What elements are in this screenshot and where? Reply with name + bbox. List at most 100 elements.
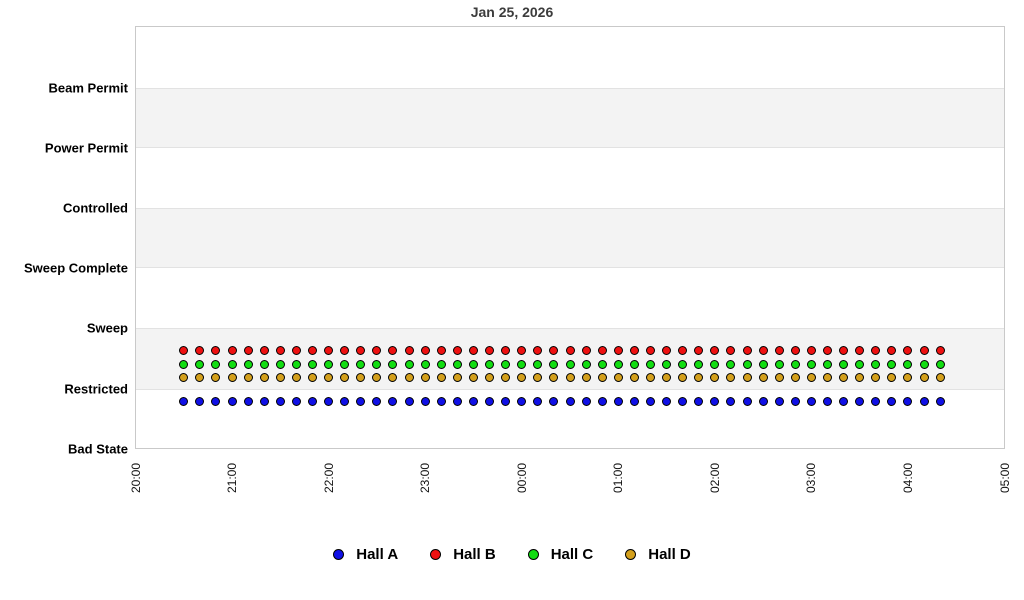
data-point-hall-d (887, 373, 897, 383)
data-point-hall-d (613, 373, 623, 383)
x-axis-label-20-00: 20:00 (128, 462, 143, 493)
data-point-hall-a (613, 397, 623, 407)
grid-band (136, 88, 1004, 148)
y-axis-label-bad-state: Bad State (68, 441, 128, 457)
data-point-hall-b (404, 346, 414, 356)
data-point-hall-d (436, 373, 446, 383)
data-point-hall-b (179, 346, 189, 356)
data-point-hall-a (678, 397, 688, 407)
data-point-hall-a (694, 397, 704, 407)
data-point-hall-d (324, 373, 334, 383)
data-point-hall-c (822, 359, 832, 369)
data-point-hall-d (919, 373, 929, 383)
data-point-hall-d (340, 373, 350, 383)
data-point-hall-c (565, 359, 575, 369)
legend-dot-icon-hall-d (625, 548, 637, 560)
data-point-hall-b (822, 346, 832, 356)
data-point-hall-c (308, 359, 318, 369)
data-point-hall-c (485, 359, 495, 369)
legend: Hall A Hall B Hall C Hall D (0, 540, 1024, 568)
data-point-hall-c (726, 359, 736, 369)
data-point-hall-d (404, 373, 414, 383)
data-point-hall-d (501, 373, 511, 383)
data-point-hall-a (179, 397, 189, 407)
x-axis-label-22-00: 22:00 (321, 462, 336, 493)
data-point-hall-c (452, 359, 462, 369)
data-point-hall-b (308, 346, 318, 356)
legend-item-hall-d: Hall D (625, 546, 691, 563)
data-point-hall-b (372, 346, 382, 356)
data-point-hall-d (227, 373, 237, 383)
data-point-hall-b (581, 346, 591, 356)
data-point-hall-d (903, 373, 913, 383)
data-point-hall-d (308, 373, 318, 383)
data-point-hall-d (645, 373, 655, 383)
data-point-hall-b (839, 346, 849, 356)
data-point-hall-a (372, 397, 382, 407)
data-point-hall-c (887, 359, 897, 369)
y-axis-label-controlled: Controlled (63, 200, 128, 216)
legend-label-hall-b: Hall B (453, 545, 496, 563)
x-axis-label-04-00: 04:00 (900, 462, 915, 493)
data-point-hall-a (468, 397, 478, 407)
legend-item-hall-c: Hall C (527, 546, 593, 563)
x-axis-label-03-00: 03:00 (804, 462, 819, 493)
x-axis-label-05-00: 05:00 (997, 462, 1012, 493)
data-point-hall-a (839, 397, 849, 407)
data-point-hall-c (694, 359, 704, 369)
data-point-hall-d (259, 373, 269, 383)
data-point-hall-d (356, 373, 366, 383)
data-point-hall-c (227, 359, 237, 369)
data-point-hall-d (388, 373, 398, 383)
data-point-hall-a (565, 397, 575, 407)
data-point-hall-a (790, 397, 800, 407)
data-point-hall-b (227, 346, 237, 356)
data-point-hall-c (340, 359, 350, 369)
data-point-hall-b (629, 346, 639, 356)
data-point-hall-d (726, 373, 736, 383)
data-point-hall-d (195, 373, 205, 383)
data-point-hall-d (871, 373, 881, 383)
data-point-hall-a (452, 397, 462, 407)
data-point-hall-a (404, 397, 414, 407)
data-point-hall-c (581, 359, 591, 369)
data-point-hall-a (662, 397, 672, 407)
data-point-hall-c (903, 359, 913, 369)
data-point-hall-b (452, 346, 462, 356)
data-point-hall-d (629, 373, 639, 383)
data-point-hall-a (903, 397, 913, 407)
data-point-hall-b (549, 346, 559, 356)
data-point-hall-c (774, 359, 784, 369)
data-point-hall-b (694, 346, 704, 356)
data-point-hall-b (533, 346, 543, 356)
grid-band (136, 208, 1004, 268)
data-point-hall-c (806, 359, 816, 369)
data-point-hall-d (662, 373, 672, 383)
data-point-hall-d (758, 373, 768, 383)
data-point-hall-d (710, 373, 720, 383)
data-point-hall-d (291, 373, 301, 383)
data-point-hall-a (855, 397, 865, 407)
data-point-hall-a (726, 397, 736, 407)
data-point-hall-d (597, 373, 607, 383)
data-point-hall-a (501, 397, 511, 407)
data-point-hall-b (742, 346, 752, 356)
data-point-hall-a (774, 397, 784, 407)
data-point-hall-b (871, 346, 881, 356)
data-point-hall-c (372, 359, 382, 369)
data-point-hall-d (452, 373, 462, 383)
data-point-hall-c (710, 359, 720, 369)
data-point-hall-a (806, 397, 816, 407)
data-point-hall-a (742, 397, 752, 407)
data-point-hall-a (308, 397, 318, 407)
data-point-hall-c (259, 359, 269, 369)
legend-dot-icon-hall-a (333, 548, 345, 560)
data-point-hall-a (758, 397, 768, 407)
data-point-hall-b (420, 346, 430, 356)
data-point-hall-a (211, 397, 221, 407)
data-point-hall-d (839, 373, 849, 383)
data-point-hall-b (388, 346, 398, 356)
legend-item-hall-b: Hall B (430, 546, 496, 563)
data-point-hall-c (662, 359, 672, 369)
data-point-hall-a (549, 397, 559, 407)
